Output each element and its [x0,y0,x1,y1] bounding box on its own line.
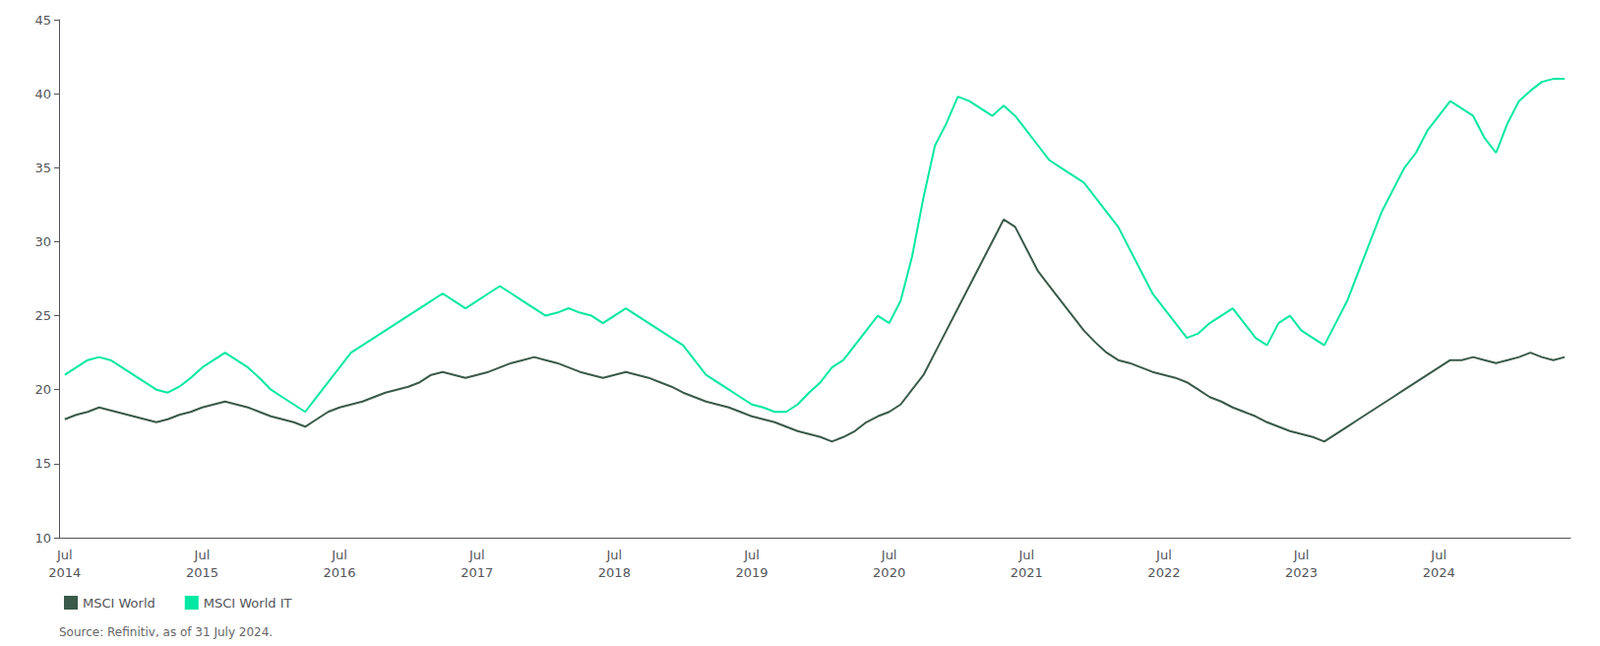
svg-text:2016: 2016 [323,564,357,580]
svg-text:Jul: Jul [606,547,623,562]
svg-text:2017: 2017 [460,564,493,580]
svg-text:2019: 2019 [735,564,768,580]
svg-text:25: 25 [34,307,52,323]
svg-text:MSCI World: MSCI World [82,595,156,611]
svg-text:Jul: Jul [1017,547,1035,562]
svg-text:35: 35 [34,160,52,176]
svg-text:10: 10 [34,530,52,546]
svg-text:Jul: Jul [330,547,348,562]
svg-text:Jul: Jul [1155,547,1172,562]
svg-text:45: 45 [34,12,52,28]
svg-text:MSCI World IT: MSCI World IT [203,595,293,611]
svg-text:15: 15 [34,455,52,471]
svg-text:2020: 2020 [872,564,906,580]
svg-text:Jul: Jul [56,547,73,562]
svg-text:Jul: Jul [880,547,898,562]
svg-text:2022: 2022 [1147,564,1180,580]
svg-text:Jul: Jul [1429,547,1447,562]
svg-text:Jul: Jul [468,547,486,562]
svg-text:20: 20 [34,381,52,397]
svg-text:40: 40 [34,86,52,102]
svg-text:Jul: Jul [742,547,760,562]
svg-text:30: 30 [34,234,52,249]
svg-text:Jul: Jul [1292,547,1310,562]
svg-text:2021: 2021 [1010,564,1044,580]
svg-text:Jul: Jul [193,547,211,562]
svg-text:Source: Refinitiv, as of 31 Ju: Source: Refinitiv, as of 31 July 2024. [59,624,273,639]
svg-text:2023: 2023 [1285,564,1318,580]
svg-text:2015: 2015 [185,564,219,580]
svg-text:2018: 2018 [598,564,631,580]
svg-text:2024: 2024 [1422,564,1456,580]
svg-text:2014: 2014 [48,564,81,580]
